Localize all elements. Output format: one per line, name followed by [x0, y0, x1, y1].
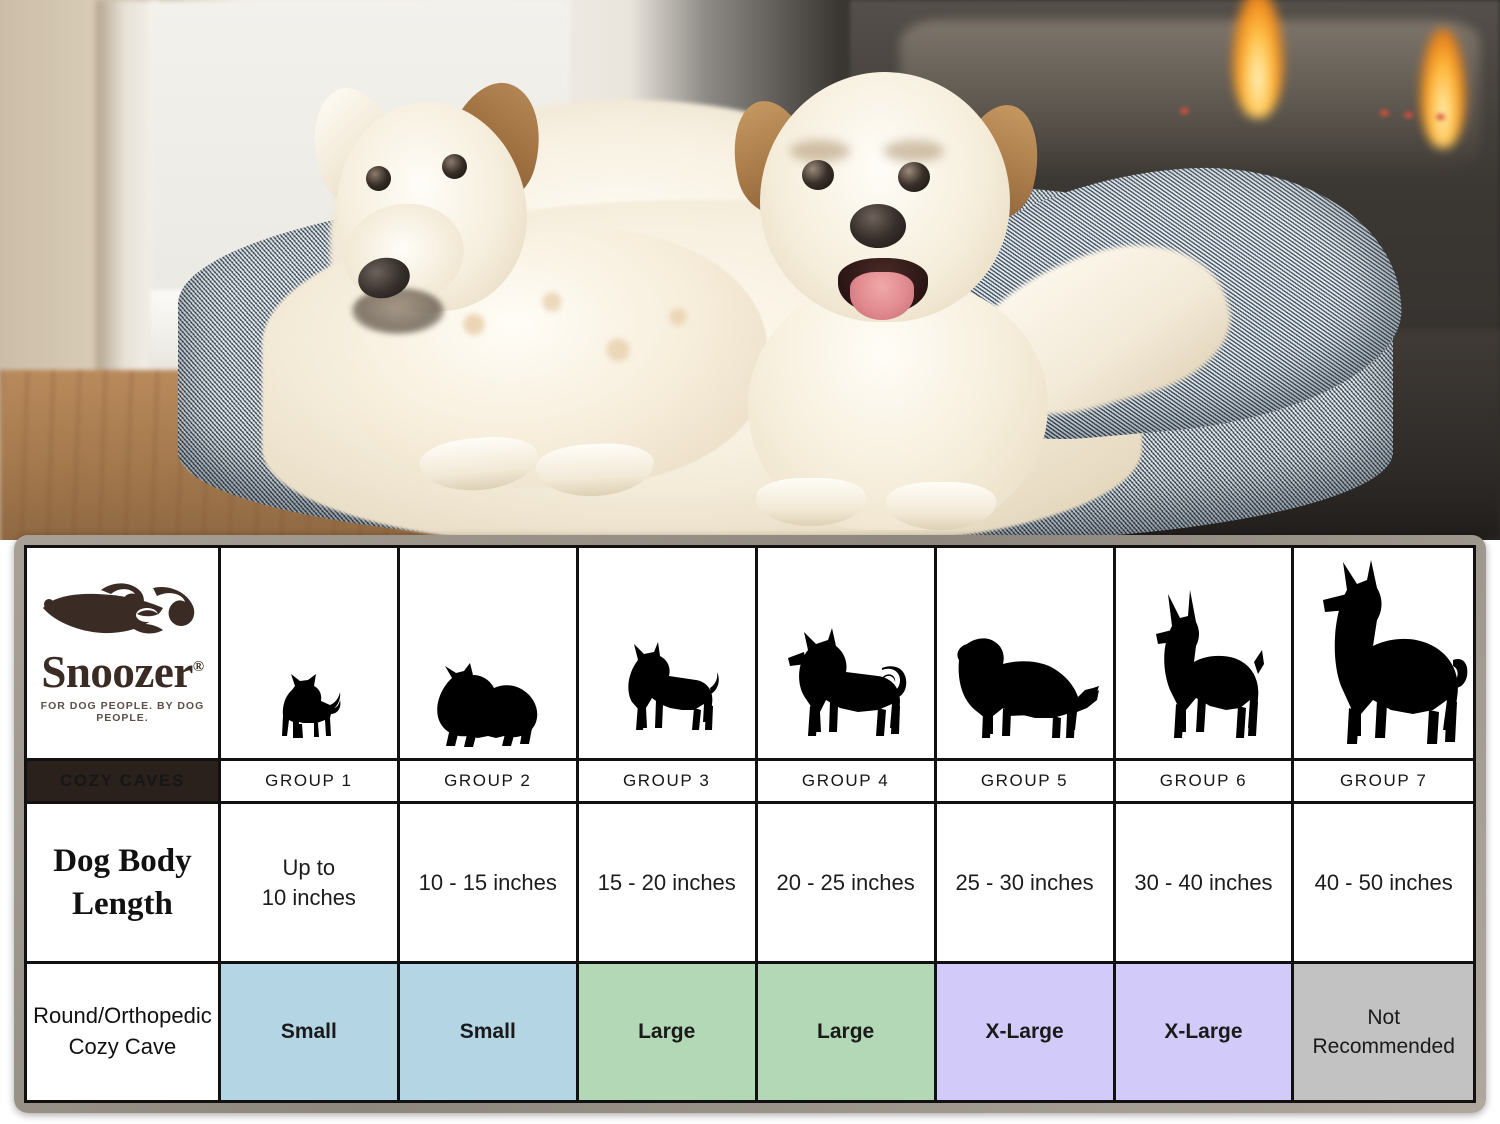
golden-retriever-silhouette-icon: [956, 638, 1099, 738]
row-header-round-orthopedic-cozy-cave: Round/Orthopedic Cozy Cave: [27, 964, 221, 1100]
row-header-line-1: Round/Orthopedic: [33, 1003, 212, 1029]
recommendation-group-2: Small: [399, 964, 579, 1100]
pomeranian-silhouette-icon: [436, 663, 538, 747]
terrier-dog-left: [292, 71, 777, 512]
ember: [1380, 110, 1389, 116]
door-frame: [96, 0, 158, 390]
boston-terrier-silhouette-icon: [628, 642, 719, 730]
recommendation-group-5: X-Large: [936, 964, 1116, 1100]
terrier-dog-right: [690, 62, 1120, 532]
snoozer-logo: Snoozer® FOR DOG PEOPLE. BY DOG PEOPLE.: [27, 548, 221, 758]
flame-icon: [1420, 28, 1466, 148]
silhouette-cell-group-2: [400, 548, 579, 758]
silhouette-cell-group-7: [1294, 548, 1473, 758]
body-length-group-1: Up to 10 inches: [221, 804, 400, 961]
column-header-group-4: GROUP 4: [758, 761, 937, 801]
flame-icon: [1232, 0, 1284, 118]
recommendation-group-7: Not Recommended: [1294, 964, 1473, 1100]
shiba-inu-silhouette-icon: [787, 628, 906, 736]
silhouette-cell-group-4: [758, 548, 937, 758]
row-header-cozy-caves: COZY CAVES: [27, 761, 221, 801]
table-row-dog-body-length: Dog Body Length Up to 10 inches 10 - 15 i…: [27, 804, 1473, 964]
snoozer-dog-mark-icon: [43, 583, 195, 634]
hero-photo-dogs-in-cozy-cave-bed: [0, 0, 1500, 540]
brand-tagline: FOR DOG PEOPLE. BY DOG PEOPLE.: [40, 700, 205, 724]
ember: [1436, 114, 1445, 120]
column-header-group-6: GROUP 6: [1116, 761, 1295, 801]
size-chart-table: Snoozer® FOR DOG PEOPLE. BY DOG PEOPLE.: [24, 545, 1476, 1103]
row-header-dog-body-length: Dog Body Length: [27, 804, 221, 961]
snoozer-wordmark: Snoozer®: [41, 647, 204, 697]
silhouette-cell-group-3: [579, 548, 758, 758]
recommendation-group-3: Large: [578, 964, 758, 1100]
body-length-group-6: 30 - 40 inches: [1116, 804, 1295, 961]
body-length-group-4: 20 - 25 inches: [758, 804, 937, 961]
column-header-group-7: GROUP 7: [1339, 771, 1428, 790]
body-length-group-2: 10 - 15 inches: [400, 804, 579, 961]
size-chart-frame: Snoozer® FOR DOG PEOPLE. BY DOG PEOPLE.: [14, 535, 1486, 1113]
row-header-line-2: Cozy Cave: [68, 1034, 177, 1059]
column-header-group-5: GROUP 5: [937, 761, 1116, 801]
recommendation-group-1: Small: [220, 964, 400, 1100]
registered-trademark: ®: [192, 659, 204, 675]
table-row-silhouettes: Snoozer® FOR DOG PEOPLE. BY DOG PEOPLE.: [27, 548, 1473, 761]
body-length-group-3: 15 - 20 inches: [579, 804, 758, 961]
ember: [1404, 112, 1413, 118]
body-length-group-5: 25 - 30 inches: [937, 804, 1116, 961]
column-header-group-3: GROUP 3: [579, 761, 758, 801]
column-header-group-2: GROUP 2: [400, 761, 579, 801]
great-dane-silhouette-icon: [1322, 560, 1468, 744]
column-header-group-1: GROUP 1: [221, 761, 400, 801]
row-header-line-2: Length: [72, 885, 173, 922]
recommendation-group-6: X-Large: [1115, 964, 1295, 1100]
recommendation-group-4: Large: [757, 964, 937, 1100]
ember: [1180, 108, 1189, 114]
row-header-line-1: Dog Body: [53, 842, 192, 879]
table-row-cozy-cave-recommendation: Round/Orthopedic Cozy Cave Small Small L…: [27, 964, 1473, 1100]
doberman-silhouette-icon: [1156, 590, 1265, 738]
chihuahua-silhouette-icon: [281, 674, 341, 738]
silhouette-cell-group-6: [1116, 548, 1295, 758]
table-row-group-headers: COZY CAVES GROUP 1 GROUP 2 GROUP 3 GROUP…: [27, 761, 1473, 804]
silhouette-cell-group-1: [221, 548, 400, 758]
body-length-group-7: 40 - 50 inches: [1314, 869, 1453, 895]
silhouette-cell-group-5: [937, 548, 1116, 758]
